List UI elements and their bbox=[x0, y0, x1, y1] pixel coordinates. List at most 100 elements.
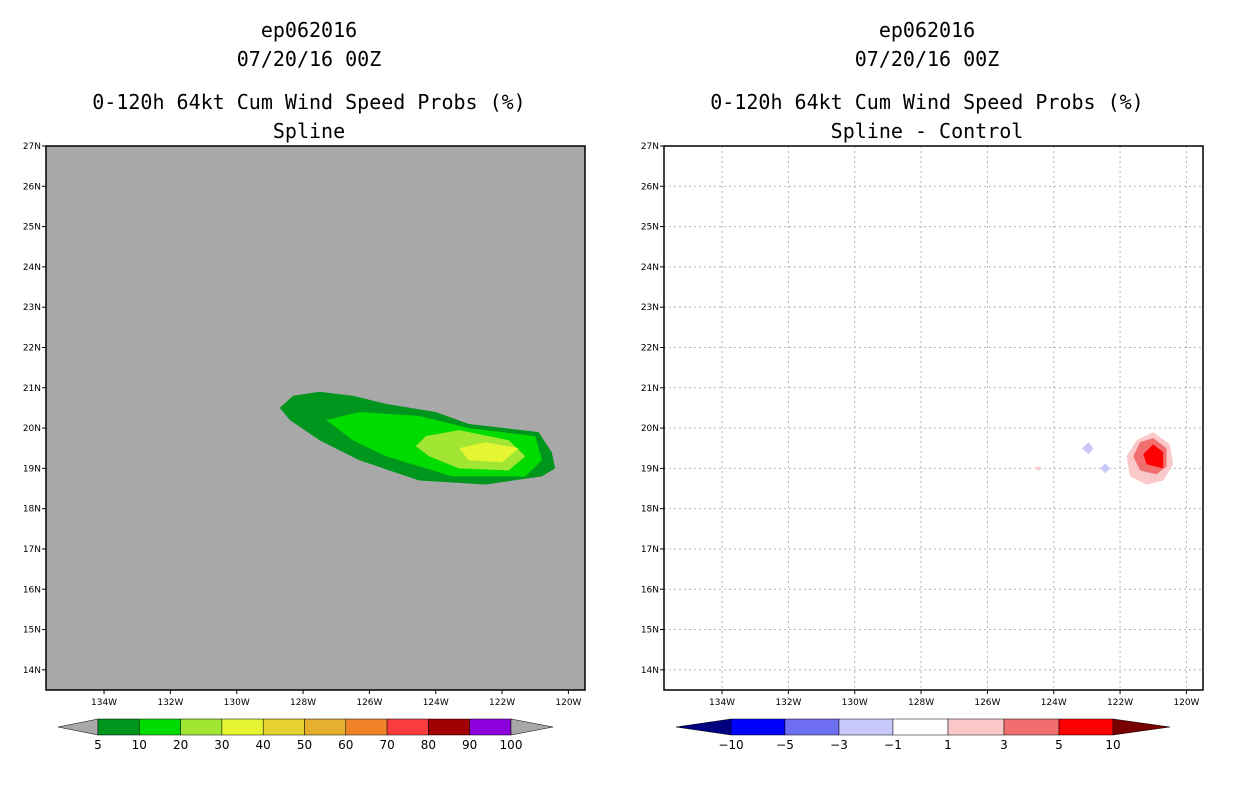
lat-tick-label: 20N bbox=[641, 424, 659, 434]
lat-tick-label: 25N bbox=[23, 223, 41, 233]
lon-tick-label: 122W bbox=[489, 698, 515, 708]
colorbar-label: 90 bbox=[462, 738, 477, 752]
lat-tick-label: 17N bbox=[641, 545, 659, 555]
map-frame bbox=[45, 145, 586, 691]
colorbar-label: 40 bbox=[256, 738, 271, 752]
left-chart-title: 0-120h 64kt Cum Wind Speed Probs (%) bbox=[92, 90, 526, 114]
colorbar-swatch bbox=[1003, 718, 1060, 736]
left-chart-subtitle: Spline bbox=[272, 119, 346, 143]
colorbar-swatch bbox=[730, 718, 786, 736]
lon-tick-label: 132W bbox=[157, 698, 183, 708]
colorbar-label: 50 bbox=[297, 738, 312, 752]
colorbar-under-triangle bbox=[57, 718, 99, 736]
lat-tick-label: 16N bbox=[641, 585, 659, 595]
colorbar-swatch bbox=[221, 718, 264, 736]
lat-tick-label: 27N bbox=[641, 142, 659, 152]
colorbar-swatch bbox=[1058, 718, 1114, 736]
diff-feature-5 bbox=[1033, 466, 1043, 471]
colorbar-label: 10 bbox=[132, 738, 147, 752]
colorbar-label: 20 bbox=[173, 738, 188, 752]
colorbar-label: 5 bbox=[94, 738, 102, 752]
lon-tick-label: 134W bbox=[709, 698, 735, 708]
diff-feature-3 bbox=[1081, 442, 1094, 455]
colorbar-swatch bbox=[262, 718, 305, 736]
lon-tick-label: 128W bbox=[290, 698, 316, 708]
right-chart-title: 0-120h 64kt Cum Wind Speed Probs (%) bbox=[710, 90, 1144, 114]
colorbar-label: 5 bbox=[1055, 738, 1063, 752]
left-datetime: 07/20/16 00Z bbox=[236, 47, 382, 71]
lat-tick-label: 19N bbox=[23, 464, 41, 474]
lon-tick-label: 128W bbox=[908, 698, 934, 708]
right-colorbar: −10 −5 −3 −1 1 3 5 10 bbox=[675, 718, 1171, 752]
lat-tick-label: 25N bbox=[641, 223, 659, 233]
lat-tick-label: 14N bbox=[23, 666, 41, 676]
colorbar-swatch bbox=[304, 718, 347, 736]
colorbar-swatch bbox=[784, 718, 840, 736]
colorbar-swatch bbox=[180, 718, 223, 736]
lat-tick-label: 23N bbox=[23, 303, 41, 313]
lat-tick-label: 27N bbox=[23, 142, 41, 152]
colorbar-label: −1 bbox=[884, 738, 902, 752]
lat-tick-label: 26N bbox=[23, 182, 41, 192]
lat-tick-label: 18N bbox=[641, 505, 659, 515]
lon-tick-label: 120W bbox=[1173, 698, 1199, 708]
colorbar-label: −10 bbox=[718, 738, 743, 752]
lon-tick-label: 124W bbox=[1041, 698, 1067, 708]
left-colorbar: 5 10 20 30 40 50 60 70 80 90 100 bbox=[57, 718, 554, 752]
colorbar-over-triangle bbox=[510, 718, 554, 736]
lon-tick-label: 124W bbox=[423, 698, 449, 708]
colorbar-label: 30 bbox=[214, 738, 229, 752]
colorbar-swatch bbox=[345, 718, 388, 736]
colorbar-label: 10 bbox=[1105, 738, 1120, 752]
lat-tick-label: 21N bbox=[641, 384, 659, 394]
colorbar-under-triangle bbox=[675, 718, 732, 736]
lat-tick-label: 24N bbox=[641, 263, 659, 273]
lat-tick-label: 18N bbox=[23, 505, 41, 515]
lat-tick-label: 23N bbox=[641, 303, 659, 313]
lat-tick-label: 15N bbox=[641, 626, 659, 636]
colorbar-swatch bbox=[838, 718, 894, 736]
colorbar-label: 80 bbox=[421, 738, 436, 752]
right-storm-id: ep062016 bbox=[878, 18, 976, 42]
colorbar-swatch bbox=[428, 718, 470, 736]
lat-tick-label: 15N bbox=[23, 626, 41, 636]
lat-tick-label: 14N bbox=[641, 666, 659, 676]
colorbar-swatch bbox=[97, 718, 140, 736]
colorbar-label: 70 bbox=[379, 738, 394, 752]
lat-tick-label: 16N bbox=[23, 585, 41, 595]
diff-feature-4 bbox=[1100, 463, 1111, 474]
lon-tick-label: 134W bbox=[91, 698, 117, 708]
lat-tick-label: 21N bbox=[23, 384, 41, 394]
colorbar-label: 1 bbox=[944, 738, 952, 752]
lat-tick-label: 17N bbox=[23, 545, 41, 555]
lat-tick-label: 19N bbox=[641, 464, 659, 474]
colorbar-swatch bbox=[892, 718, 949, 736]
lon-tick-label: 132W bbox=[775, 698, 801, 708]
lon-tick-label: 126W bbox=[974, 698, 1000, 708]
right-chart-subtitle: Spline - Control bbox=[830, 119, 1024, 143]
colorbar-swatch bbox=[469, 718, 512, 736]
colorbar-swatch bbox=[386, 718, 429, 736]
colorbar-label: 100 bbox=[500, 738, 523, 752]
lon-tick-label: 130W bbox=[224, 698, 250, 708]
colorbar-label: 60 bbox=[338, 738, 353, 752]
colorbar-label: 3 bbox=[1000, 738, 1008, 752]
left-storm-id: ep062016 bbox=[260, 18, 358, 42]
diff-feature-2 bbox=[1143, 444, 1164, 469]
lat-tick-label: 26N bbox=[641, 182, 659, 192]
lat-tick-label: 22N bbox=[641, 343, 659, 353]
colorbar-swatch bbox=[139, 718, 181, 736]
left-map-panel: 14N 15N 16N 17N 18N 19N 20N 21N 22N 23N 24N 25N 26N 2… bbox=[23, 142, 586, 708]
right-datetime: 07/20/16 00Z bbox=[854, 47, 1000, 71]
colorbar-over-triangle bbox=[1112, 718, 1171, 736]
lon-tick-label: 122W bbox=[1107, 698, 1133, 708]
lat-tick-label: 24N bbox=[23, 263, 41, 273]
colorbar-label: −5 bbox=[776, 738, 794, 752]
lon-tick-label: 126W bbox=[356, 698, 382, 708]
colorbar-label: −3 bbox=[830, 738, 848, 752]
colorbar-swatch bbox=[947, 718, 1005, 736]
lat-tick-label: 20N bbox=[23, 424, 41, 434]
lon-tick-label: 130W bbox=[842, 698, 868, 708]
lat-tick-label: 22N bbox=[23, 343, 41, 353]
